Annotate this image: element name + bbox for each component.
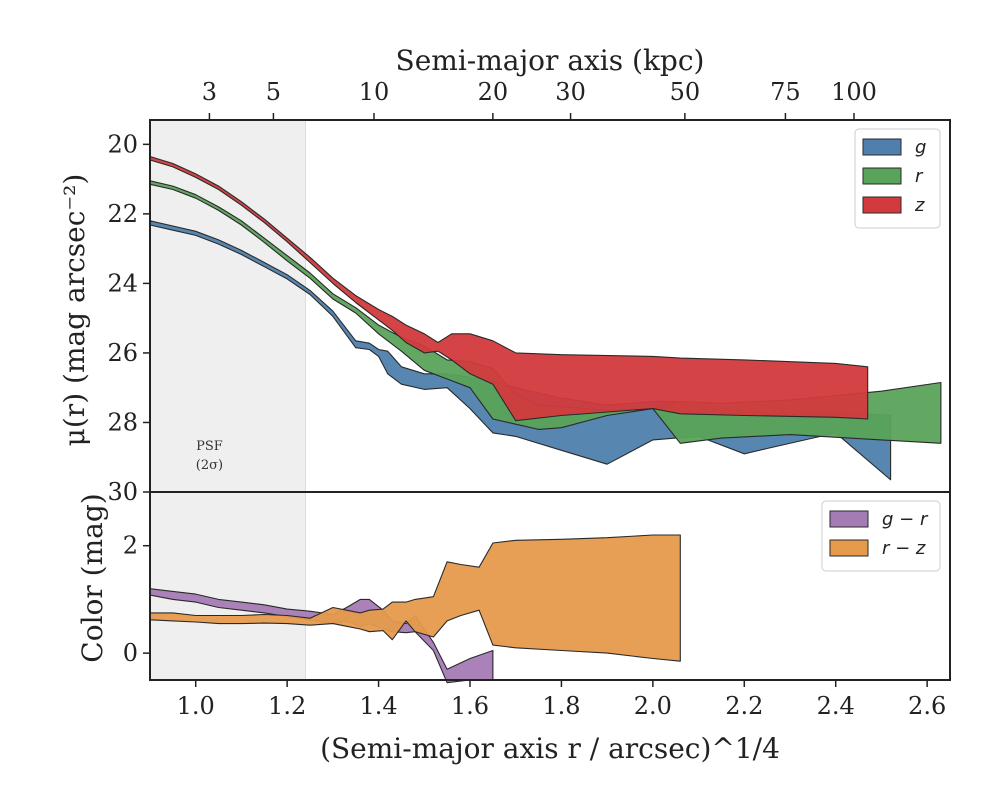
y-tick-label: 24 — [107, 269, 138, 297]
x-tick-label: 2.2 — [725, 692, 763, 720]
top-x-tick-label: 3 — [202, 78, 217, 106]
x-tick-label: 1.6 — [451, 692, 489, 720]
x-tick-label: 2.4 — [817, 692, 855, 720]
x-tick-label: 1.4 — [359, 692, 397, 720]
legend-label: r − z — [882, 538, 926, 559]
legend-swatch-g — [862, 138, 902, 156]
top-x-tick-label: 20 — [478, 78, 509, 106]
top-x-tick-label: 5 — [266, 78, 281, 106]
bottom-panel-frame — [149, 491, 951, 681]
y-tick-label: 22 — [107, 200, 138, 228]
top-y-axis-title: μ(r) (mag arcsec⁻²) — [58, 174, 91, 447]
top-x-tick-label: 30 — [555, 78, 586, 106]
x-tick-label: 2.0 — [634, 692, 672, 720]
psf-label: PSF — [196, 439, 223, 454]
top-x-axis-title: Semi-major axis (kpc) — [396, 44, 705, 77]
y-tick-label: 30 — [107, 478, 138, 506]
top-x-tick-label: 10 — [359, 78, 390, 106]
x-tick-label: 1.0 — [177, 692, 215, 720]
x-tick-label: 2.6 — [908, 692, 946, 720]
bottom-x-axis-title: (Semi-major axis r / arcsec)^1/4 — [320, 732, 780, 765]
top-x-tick-label: 50 — [670, 78, 701, 106]
legend-label: g − r — [882, 509, 929, 530]
band-z — [149, 155, 869, 422]
y-tick-label: 26 — [107, 339, 138, 367]
band-r-minus-z — [149, 534, 681, 662]
legend-swatch-g-minus-r — [829, 510, 869, 528]
top-x-tick-label: 75 — [770, 78, 801, 106]
bottom-y-axis-title: Color (mag) — [76, 493, 109, 662]
x-tick-label: 1.8 — [542, 692, 580, 720]
y-tick-label: 28 — [107, 408, 138, 436]
top-x-tick-label: 100 — [831, 78, 877, 106]
y-tick-label: 20 — [107, 130, 138, 158]
legend-swatch-z — [862, 196, 902, 214]
psf-sigma-label: (2σ) — [196, 458, 223, 473]
y-tick-label: 0 — [123, 639, 138, 667]
legend-label: g — [915, 137, 926, 158]
legend-swatch-r-minus-z — [829, 539, 869, 557]
legend-label: z — [914, 195, 925, 216]
x-tick-label: 1.2 — [268, 692, 306, 720]
legend-label: r — [915, 166, 924, 187]
legend-swatch-r — [862, 167, 902, 185]
y-tick-label: 2 — [123, 532, 138, 560]
